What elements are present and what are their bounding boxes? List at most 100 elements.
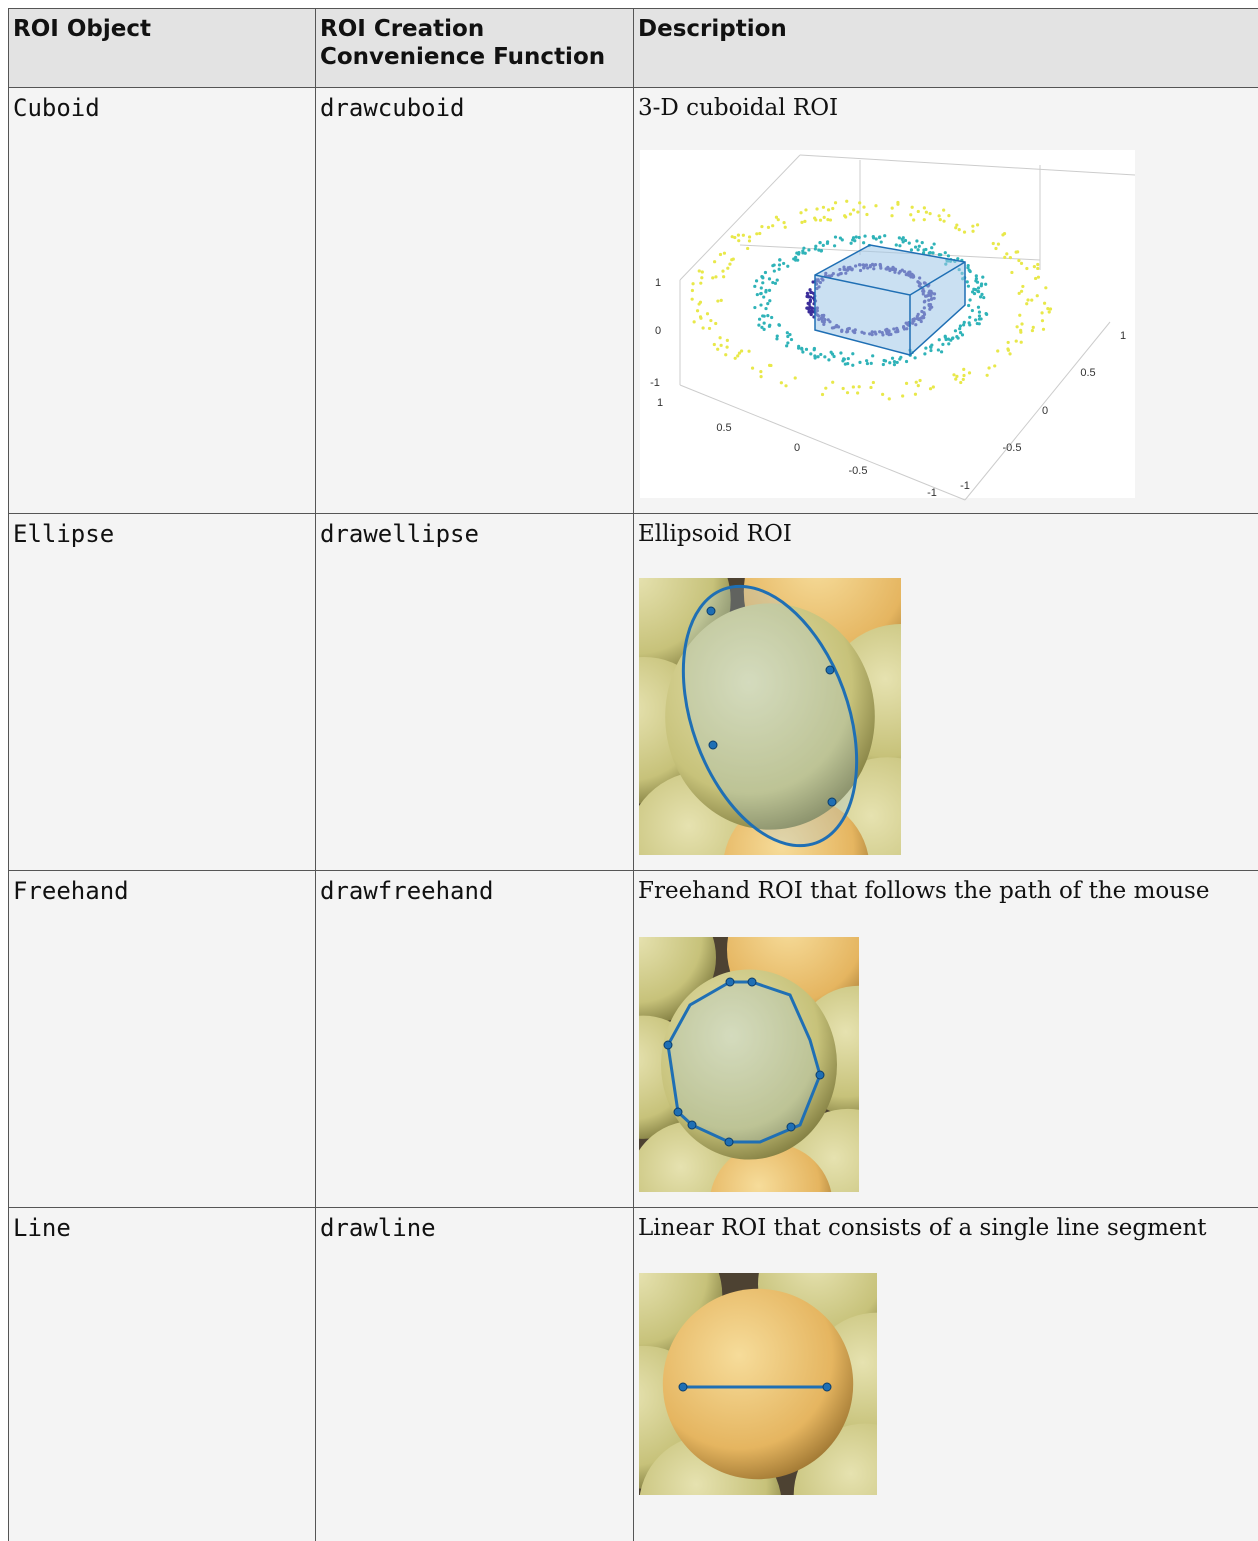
plot-dot	[833, 235, 838, 239]
plot-dot	[967, 303, 971, 308]
plot-dot	[877, 235, 882, 240]
plot-dot	[821, 243, 825, 247]
plot-dot	[1010, 270, 1014, 275]
plot-dot	[977, 322, 981, 326]
tick-label: 0	[794, 442, 800, 454]
plot-dot	[801, 249, 805, 253]
plot-dot	[976, 286, 981, 290]
plot-dot	[739, 349, 744, 353]
plot-dot	[874, 237, 878, 241]
plot-dot	[690, 297, 694, 301]
plot-dot	[810, 310, 814, 314]
plot-dot	[1015, 325, 1019, 329]
tick-label: -1	[960, 480, 970, 492]
plot-dot	[1025, 302, 1029, 306]
roi-handle	[724, 1137, 734, 1147]
plot-dot	[979, 284, 983, 288]
plot-dot	[757, 317, 762, 321]
plot-dot	[768, 299, 772, 303]
plot-dot	[701, 326, 705, 330]
plot-dot	[1034, 276, 1038, 281]
plot-dot	[783, 225, 787, 229]
plot-dot	[957, 228, 961, 232]
plot-dot	[747, 235, 752, 239]
roi-handle	[815, 1070, 825, 1080]
plot-dot	[874, 204, 878, 208]
plot-dot	[977, 317, 982, 321]
plot-dot	[966, 266, 970, 270]
plot-dot	[822, 215, 826, 219]
plot-dot	[801, 350, 805, 354]
plot-axis	[799, 154, 1136, 176]
plot-dot	[977, 314, 982, 318]
plot-dot	[841, 386, 845, 391]
plot-dot	[1006, 347, 1010, 351]
plot-dot	[713, 260, 717, 264]
photo	[639, 1273, 877, 1495]
plot-dot	[915, 239, 919, 243]
plot-dot	[804, 208, 808, 212]
plot-dot	[785, 344, 789, 348]
plot-dot	[947, 214, 951, 218]
plot-dot	[1025, 266, 1029, 271]
roi-handle	[673, 1107, 683, 1117]
plot-dot	[767, 288, 772, 292]
tick-label: 0.5	[716, 422, 731, 434]
plot-dot	[937, 338, 941, 342]
plot-dot	[809, 290, 813, 294]
plot-dot	[813, 247, 817, 251]
plot-dot	[712, 342, 716, 347]
plot-dot	[974, 274, 978, 278]
plot-dot	[916, 384, 920, 388]
plot-dot	[958, 327, 962, 331]
fruit	[793, 1423, 877, 1495]
plot-dot	[746, 246, 750, 251]
plot-dot	[764, 288, 768, 293]
plot-dot	[784, 384, 788, 388]
tick-label: 1	[657, 397, 663, 409]
tick-label: 0	[1042, 405, 1048, 417]
plot-dot	[839, 351, 843, 355]
plot-dot	[954, 226, 958, 230]
roi-ellipse	[681, 584, 859, 848]
plot-dot	[711, 276, 715, 280]
plot-dot	[984, 311, 988, 316]
plot-dot	[971, 224, 975, 228]
plot-dot	[881, 392, 885, 396]
plot-dot	[799, 211, 803, 215]
plot-dot	[955, 223, 959, 227]
plot-dot	[759, 303, 763, 307]
plot-dot	[728, 262, 732, 266]
plot-dot	[928, 387, 933, 391]
plot-dot	[698, 300, 703, 304]
plot-dot	[976, 289, 980, 293]
plot-dot	[707, 326, 712, 331]
fruit	[665, 603, 875, 830]
plot-dot	[804, 347, 809, 351]
plot-dot	[773, 281, 778, 285]
plot-dot	[832, 354, 836, 359]
plot-dot	[800, 220, 804, 224]
plot-dot	[805, 291, 810, 295]
plot-dot	[968, 315, 972, 319]
plot-dot	[1032, 265, 1036, 269]
plot-dot	[1005, 252, 1009, 256]
plot-dot	[820, 392, 825, 397]
plot-dot	[827, 358, 831, 362]
plot-dot	[1036, 275, 1041, 279]
plot-dot	[952, 373, 956, 377]
plot-dot	[803, 219, 807, 223]
plot-dot	[851, 352, 855, 356]
fruit	[662, 1288, 854, 1480]
plot-dot	[1002, 232, 1007, 236]
plot-dot	[775, 278, 779, 282]
plot-dot	[994, 246, 998, 251]
header-cell: Description	[633, 8, 1258, 88]
plot-dot	[806, 301, 810, 305]
plot-dot	[716, 347, 720, 351]
plot-axis	[679, 384, 966, 501]
plot-dot	[733, 235, 737, 240]
plot-dot	[776, 218, 780, 222]
plot-dot	[942, 219, 946, 223]
plot-dot	[766, 225, 771, 229]
